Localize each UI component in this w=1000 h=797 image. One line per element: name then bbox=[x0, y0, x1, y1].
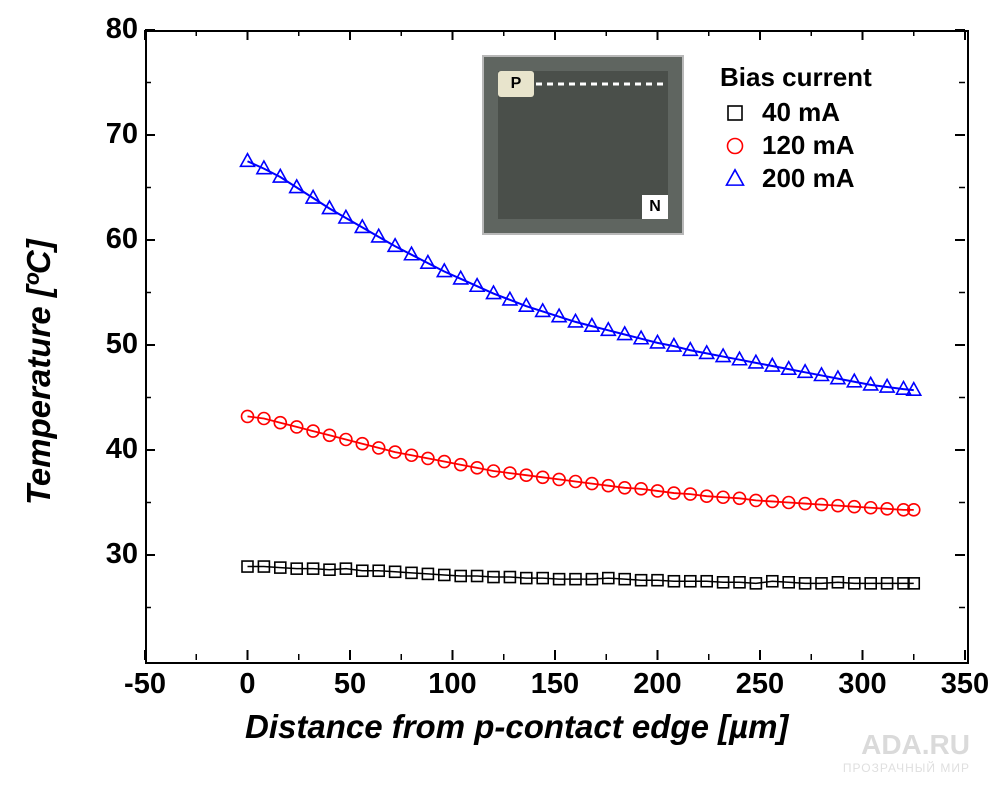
watermark-subtext: ПРОЗРАЧНЫЙ МИР bbox=[843, 761, 970, 775]
x-tick-label: 100 bbox=[423, 668, 483, 701]
legend-title: Bias current bbox=[720, 62, 872, 93]
x-tick-label: 300 bbox=[833, 668, 893, 701]
y-tick-label: 40 bbox=[90, 433, 138, 466]
y-tick-label: 50 bbox=[90, 328, 138, 361]
y-tick-label: 80 bbox=[90, 13, 138, 46]
x-tick-label: 250 bbox=[730, 668, 790, 701]
legend-label: 40 mA bbox=[762, 97, 840, 128]
legend-marker-triangle bbox=[720, 165, 750, 193]
legend: Bias current 40 mA120 mA200 mA bbox=[720, 62, 872, 196]
y-tick-label: 60 bbox=[90, 223, 138, 256]
legend-label: 200 mA bbox=[762, 163, 855, 194]
legend-item: 200 mA bbox=[720, 163, 872, 194]
legend-marker-circle bbox=[720, 132, 750, 160]
x-tick-label: -50 bbox=[115, 668, 175, 701]
x-tick-label: 0 bbox=[218, 668, 278, 701]
y-tick-label: 70 bbox=[90, 118, 138, 151]
x-tick-label: 50 bbox=[320, 668, 380, 701]
legend-marker-square bbox=[720, 99, 750, 127]
x-tick-label: 350 bbox=[935, 668, 995, 701]
x-axis-label: Distance from p-contact edge [µm] bbox=[245, 708, 788, 746]
legend-item: 40 mA bbox=[720, 97, 872, 128]
inset-image: P N bbox=[482, 55, 684, 235]
watermark: ADA.RU bbox=[861, 729, 970, 761]
chart-container: P N Bias current 40 mA120 mA200 mA Tempe… bbox=[0, 0, 1000, 797]
legend-item: 120 mA bbox=[720, 130, 872, 161]
y-tick-label: 30 bbox=[90, 538, 138, 571]
legend-label: 120 mA bbox=[762, 130, 855, 161]
x-tick-label: 200 bbox=[628, 668, 688, 701]
legend-items: 40 mA120 mA200 mA bbox=[720, 97, 872, 194]
y-axis-label: Temperature [ºC] bbox=[20, 239, 58, 505]
inset-n-contact: N bbox=[642, 195, 668, 219]
x-tick-label: 150 bbox=[525, 668, 585, 701]
